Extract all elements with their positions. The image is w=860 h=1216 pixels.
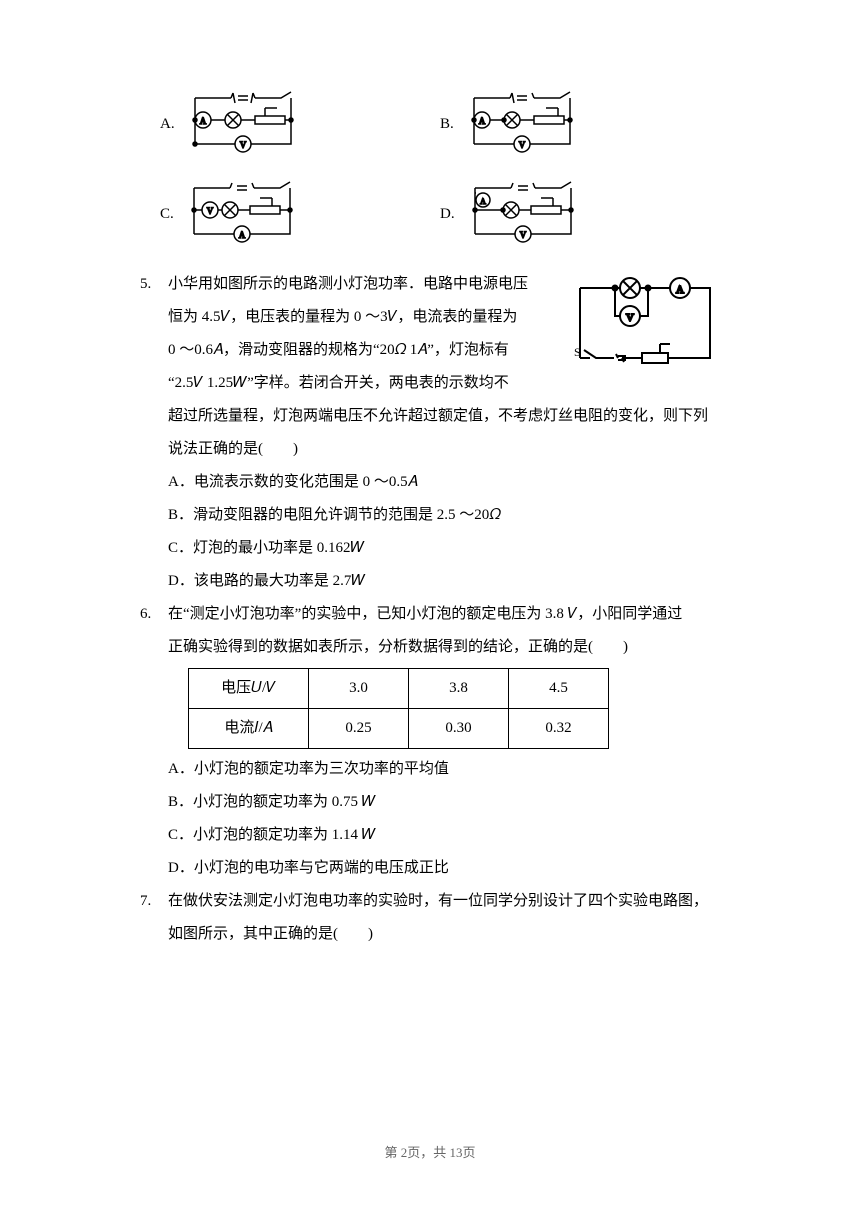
q5-line-4: 超过所选量程，灯泡两端电压不允许超过额定值，不考虑灯丝电阻的变化，则下列 <box>168 400 720 433</box>
circuit-diagram-d-icon: A V <box>463 178 583 250</box>
svg-text:A: A <box>239 230 246 240</box>
q5-line-0: 小华用如图所示的电路测小灯泡功率．电路中电源电压 <box>168 268 552 301</box>
q5-options: A．电流表示数的变化范围是 0 ～0.5𝐴 B．滑动变阻器的电阻允许调节的范围是… <box>168 466 720 598</box>
table-row: 电流𝐼/𝐴 0.25 0.30 0.32 <box>189 709 609 749</box>
q6-line-0: 在“测定小灯泡功率”的实验中，已知小灯泡的额定电压为 3.8 𝑉，小阳同学通过 <box>168 598 720 631</box>
q7-number: 7. <box>140 885 168 918</box>
q4-option-a: A. A V <box>160 88 440 160</box>
q5-circuit-icon: A V S <box>560 268 720 378</box>
q4-circuit-options: A. A V B. A <box>160 88 720 268</box>
q5-line-1: 恒为 4.5𝑉，电压表的量程为 0 ～3𝑉，电流表的量程为 <box>168 301 552 334</box>
q5-number: 5. <box>140 268 168 301</box>
q5-opt-c: C．灯泡的最小功率是 0.162𝑊 <box>168 532 720 565</box>
q4-option-d: D. A V <box>440 178 720 250</box>
table-cell: 0.25 <box>309 709 409 749</box>
q5-text: 小华用如图所示的电路测小灯泡功率．电路中电源电压 恒为 4.5𝑉，电压表的量程为… <box>168 268 552 400</box>
table-cell: 0.30 <box>409 709 509 749</box>
svg-text:V: V <box>519 140 526 150</box>
q6-opt-a: A．小灯泡的额定功率为三次功率的平均值 <box>168 753 720 786</box>
svg-text:V: V <box>239 140 246 150</box>
q6-opt-c: C．小灯泡的额定功率为 1.14 𝑊 <box>168 819 720 852</box>
table-header-voltage: 电压𝑈/𝑉 <box>189 669 309 709</box>
svg-text:A: A <box>199 116 206 126</box>
table-row: 电压𝑈/𝑉 3.0 3.8 4.5 <box>189 669 609 709</box>
q5-line-5: 说法正确的是( ) <box>168 433 720 466</box>
page-footer: 第 2页，共 13页 <box>0 1139 860 1168</box>
q4-opt-a-label: A. <box>160 108 175 141</box>
table-cell: 3.8 <box>409 669 509 709</box>
circuit-diagram-b-icon: A V <box>462 88 582 160</box>
q6-line-1: 正确实验得到的数据如表所示，分析数据得到的结论，正确的是( ) <box>168 631 720 664</box>
q4-option-b: B. A V <box>440 88 720 160</box>
circuit-diagram-a-icon: A V <box>183 88 303 160</box>
table-cell: 0.32 <box>509 709 609 749</box>
circuit-diagram-c-icon: V A <box>182 178 302 250</box>
svg-text:A: A <box>676 284 684 296</box>
q6-options: A．小灯泡的额定功率为三次功率的平均值 B．小灯泡的额定功率为 0.75 𝑊 C… <box>168 753 720 885</box>
q5-opt-b: B．滑动变阻器的电阻允许调节的范围是 2.5 ～20𝛺 <box>168 499 720 532</box>
q5-line-3: “2.5𝑉 1.25𝑊”字样。若闭合开关，两电表的示数均不 <box>168 367 552 400</box>
question-6: 6. 在“测定小灯泡功率”的实验中，已知小灯泡的额定电压为 3.8 𝑉，小阳同学… <box>140 598 720 885</box>
q5-opt-d: D．该电路的最大功率是 2.7𝑊 <box>168 565 720 598</box>
q6-opt-d: D．小灯泡的电功率与它两端的电压成正比 <box>168 852 720 885</box>
svg-text:V: V <box>626 312 634 324</box>
table-cell: 3.0 <box>309 669 409 709</box>
q4-opt-d-label: D. <box>440 198 455 231</box>
q5-line-2: 0 ～0.6𝐴，滑动变阻器的规格为“20𝛺 1𝐴”，灯泡标有 <box>168 334 552 367</box>
q4-opt-c-label: C. <box>160 198 174 231</box>
svg-text:A: A <box>479 116 486 126</box>
q5-opt-a: A．电流表示数的变化范围是 0 ～0.5𝐴 <box>168 466 720 499</box>
svg-text:V: V <box>519 230 526 240</box>
q7-line-0: 在做伏安法测定小灯泡电功率的实验时，有一位同学分别设计了四个实验电路图， <box>168 885 720 918</box>
table-cell: 4.5 <box>509 669 609 709</box>
svg-text:A: A <box>480 197 486 206</box>
question-7: 7. 在做伏安法测定小灯泡电功率的实验时，有一位同学分别设计了四个实验电路图， … <box>140 885 720 951</box>
table-header-current: 电流𝐼/𝐴 <box>189 709 309 749</box>
q6-opt-b: B．小灯泡的额定功率为 0.75 𝑊 <box>168 786 720 819</box>
q7-line-1: 如图所示，其中正确的是( ) <box>168 918 720 951</box>
svg-text:V: V <box>207 206 214 216</box>
question-5: 5. 小华用如图所示的电路测小灯泡功率．电路中电源电压 恒为 4.5𝑉，电压表的… <box>140 268 720 598</box>
q4-opt-b-label: B. <box>440 108 454 141</box>
q6-data-table: 电压𝑈/𝑉 3.0 3.8 4.5 电流𝐼/𝐴 0.25 0.30 0.32 <box>188 668 609 749</box>
q4-option-c: C. V A <box>160 178 440 250</box>
q6-number: 6. <box>140 598 168 631</box>
